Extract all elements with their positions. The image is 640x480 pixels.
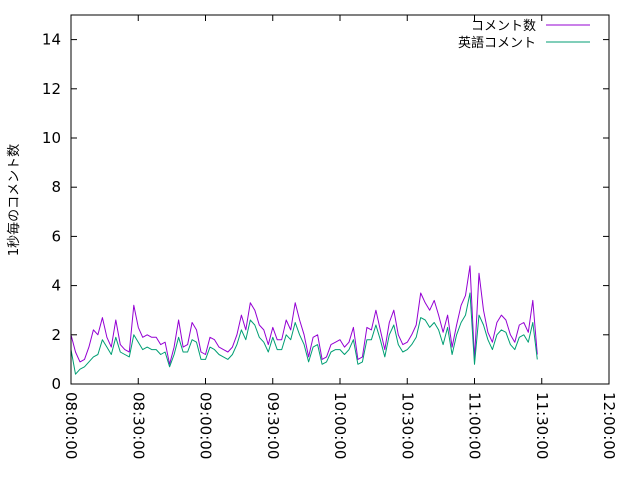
x-tick-label: 10:00:00 [331, 392, 349, 459]
x-tick-label: 11:00:00 [466, 392, 484, 459]
y-tick-label: 4 [51, 277, 61, 295]
x-tick-label: 11:30:00 [533, 392, 551, 459]
x-tick-label: 08:00:00 [62, 392, 80, 459]
y-tick-label: 14 [42, 31, 61, 49]
y-tick-label: 12 [42, 80, 61, 98]
x-tick-label: 10:30:00 [398, 392, 416, 459]
series-line-2 [70, 292, 538, 375]
y-tick-label: 0 [51, 375, 61, 393]
y-axis-ticks: 0 2 4 6 8 10 12 14 [42, 31, 609, 393]
legend-label: 英語コメント [458, 35, 536, 51]
x-tick-label: 09:30:00 [264, 392, 282, 459]
plot-frame [70, 14, 610, 385]
y-tick-label: 10 [42, 129, 61, 147]
legend-label: コメント数 [471, 19, 536, 34]
y-tick-label: 8 [51, 178, 61, 196]
series-layer [70, 265, 538, 375]
x-tick-label: 08:30:00 [129, 392, 147, 459]
x-tick-label: 09:00:00 [197, 392, 215, 459]
series-line-1 [70, 265, 538, 365]
y-tick-label: 2 [51, 326, 61, 344]
x-axis-ticks: 08:00:00 08:30:00 09:00:00 09:30:00 10:00:00… [62, 15, 618, 459]
y-tick-label: 6 [51, 227, 61, 245]
x-tick-label: 12:00:00 [600, 392, 618, 459]
y-axis-label: 1秒毎のコメント数 [6, 144, 22, 256]
